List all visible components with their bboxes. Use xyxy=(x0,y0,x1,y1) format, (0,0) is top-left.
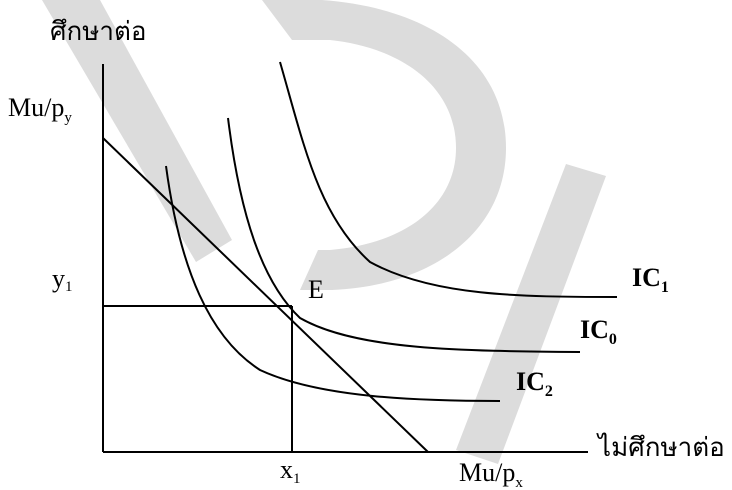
dpu-watermark-icon xyxy=(42,0,606,464)
x-intercept-subscript: x xyxy=(515,475,523,490)
ic2-label: IC2 xyxy=(516,367,553,400)
indifference-curve-ic2 xyxy=(165,165,501,402)
y1-main: y xyxy=(52,264,65,293)
watermark-d-stroke xyxy=(42,0,232,262)
ic2-main: IC xyxy=(516,367,545,396)
axes xyxy=(102,64,588,453)
ic1-subscript: 1 xyxy=(661,279,669,296)
ic2-subscript: 2 xyxy=(545,383,553,400)
x1-main: x xyxy=(280,455,293,484)
budget-line xyxy=(102,137,429,453)
ic1-label: IC1 xyxy=(632,263,669,296)
x-intercept-main: Mu/p xyxy=(459,458,515,487)
indifference-curve-ic1 xyxy=(279,61,618,298)
y-axis-title: ศึกษาต่อ xyxy=(50,17,146,47)
x1-subscript: 1 xyxy=(293,471,301,487)
watermark-u-stroke xyxy=(456,164,606,464)
ic0-main: IC xyxy=(580,315,609,344)
x-intercept-label: Mu/px xyxy=(459,458,523,490)
ic0-label: IC0 xyxy=(580,315,617,348)
x-axis-title: ไม่ศึกษาต่อ xyxy=(596,432,725,463)
indifference-curve-ic0 xyxy=(227,117,581,353)
y-intercept-label: Mu/py xyxy=(8,93,72,126)
ic0-subscript: 0 xyxy=(609,331,617,348)
x1-label: x1 xyxy=(280,455,301,487)
watermark-p-shape xyxy=(262,0,506,290)
equilibrium-label: E xyxy=(308,275,324,304)
y-intercept-main: Mu/p xyxy=(8,93,64,122)
y-intercept-subscript: y xyxy=(64,110,72,126)
y1-label: y1 xyxy=(52,264,73,295)
y1-subscript: 1 xyxy=(65,279,73,295)
ic1-main: IC xyxy=(632,263,661,292)
